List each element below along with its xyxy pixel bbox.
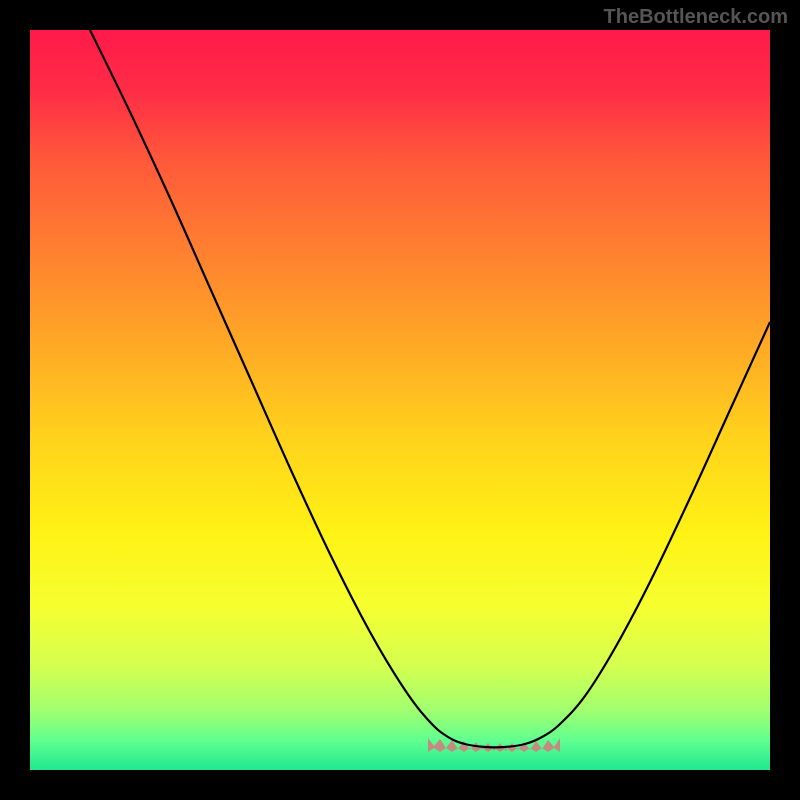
plot-area	[30, 30, 770, 770]
bottom-highlight-blob	[428, 738, 560, 752]
curve-layer	[30, 30, 770, 770]
bottleneck-curve	[90, 30, 770, 747]
watermark-text: TheBottleneck.com	[604, 6, 788, 29]
